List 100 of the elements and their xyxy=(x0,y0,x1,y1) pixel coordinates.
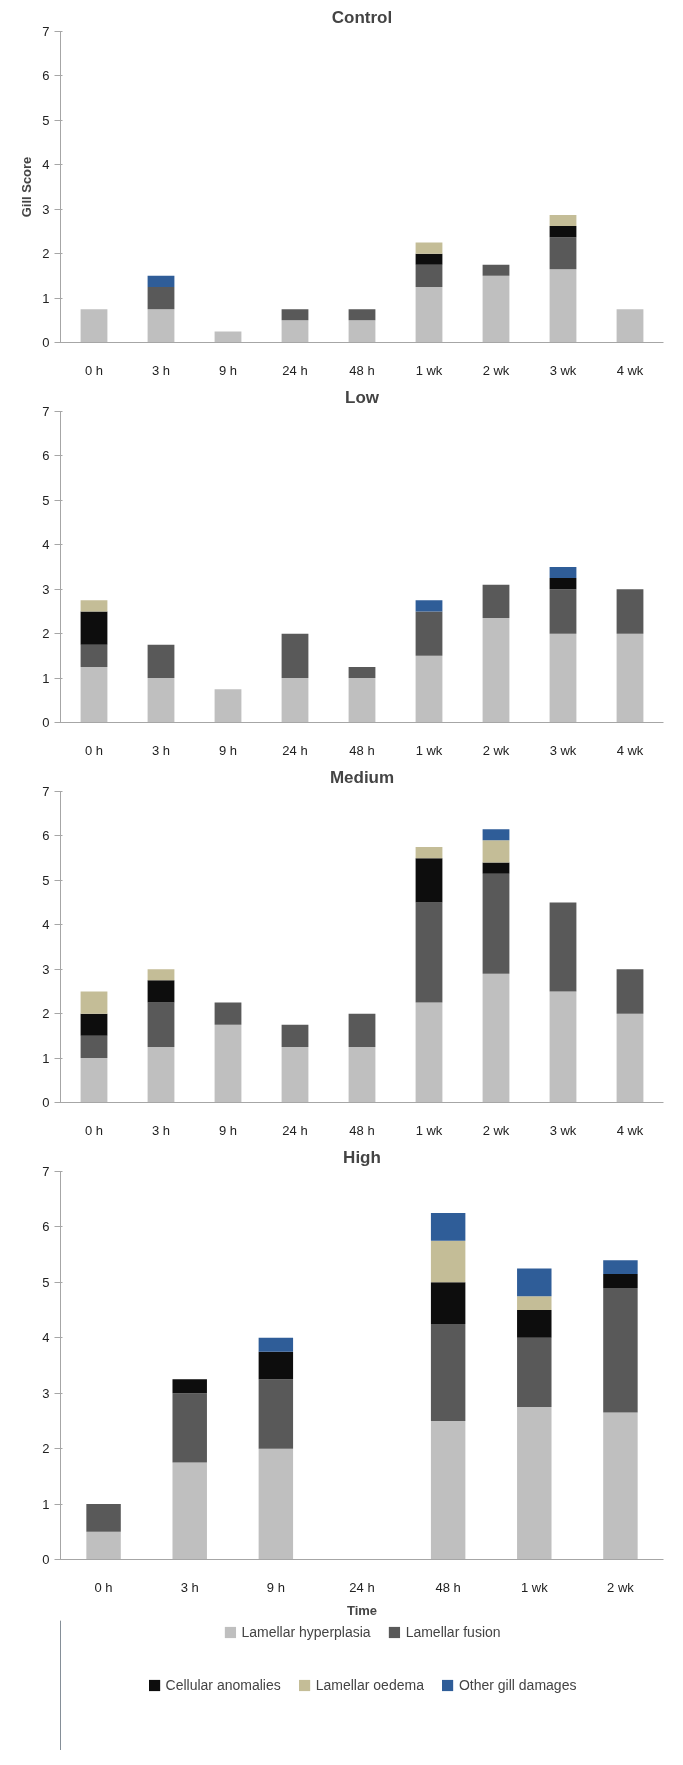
bar xyxy=(616,1013,644,1103)
x-tick-label: 24 h xyxy=(282,742,308,758)
bar xyxy=(549,214,577,227)
bar xyxy=(348,309,376,321)
bar xyxy=(415,611,443,656)
y-tick-label: 1 xyxy=(42,1050,50,1066)
bar xyxy=(603,1287,638,1413)
y-tick-label: 0 xyxy=(42,1552,50,1567)
bar xyxy=(415,847,443,859)
y-tick-label: 4 xyxy=(42,917,50,933)
bar xyxy=(415,902,443,1003)
y-tick-label: 5 xyxy=(42,492,50,508)
bar xyxy=(80,611,108,645)
y-tick-label: 6 xyxy=(42,828,50,844)
bar xyxy=(172,1462,207,1560)
x-tick-label: 3 h xyxy=(151,362,171,378)
bar xyxy=(517,1296,552,1311)
y-tick-label: 4 xyxy=(42,1330,50,1346)
x-tick-label: 24 h xyxy=(282,1122,308,1138)
x-tick-label: 9 h xyxy=(266,1579,285,1595)
bar xyxy=(482,840,510,863)
y-tick-label: 6 xyxy=(42,1219,50,1235)
y-tick-label: 5 xyxy=(42,872,50,888)
x-tick-label: 3 wk xyxy=(549,362,577,378)
bar xyxy=(214,689,242,723)
y-tick-label: 2 xyxy=(42,1441,50,1457)
bar xyxy=(348,666,376,679)
x-tick-label: 3 h xyxy=(151,1122,171,1138)
x-tick-label: 2 wk xyxy=(607,1579,635,1595)
bar xyxy=(258,1448,294,1560)
bar xyxy=(482,584,510,619)
bar xyxy=(517,1407,552,1560)
bar xyxy=(258,1379,294,1449)
y-tick-label: 2 xyxy=(42,246,50,262)
x-tick-label: 9 h xyxy=(218,742,238,758)
bar xyxy=(415,286,443,343)
bar xyxy=(549,578,577,590)
bar xyxy=(214,1024,242,1103)
chart-title: Medium xyxy=(329,767,395,787)
y-tick-label: 3 xyxy=(42,581,50,597)
bar xyxy=(415,1002,443,1103)
bar xyxy=(281,633,309,679)
bar xyxy=(281,1046,309,1103)
bar xyxy=(415,858,443,903)
y-axis-title: Gill Score xyxy=(19,156,35,218)
y-tick-label: 3 xyxy=(42,961,50,977)
bar xyxy=(147,644,175,679)
bar xyxy=(549,589,577,634)
bar xyxy=(549,269,577,343)
x-tick-label: 3 wk xyxy=(549,742,577,758)
x-tick-label: 1 wk xyxy=(520,1579,549,1595)
bar xyxy=(549,902,577,992)
bar xyxy=(80,600,108,612)
bar xyxy=(603,1412,638,1560)
x-tick-label: 0 h xyxy=(84,742,104,758)
bar xyxy=(482,973,510,1103)
y-tick-label: 0 xyxy=(42,335,50,350)
y-tick-label: 0 xyxy=(42,715,50,730)
bar xyxy=(348,1046,376,1103)
bar xyxy=(147,1046,175,1103)
y-tick-label: 3 xyxy=(42,1385,50,1401)
bar xyxy=(80,1035,108,1059)
bar xyxy=(603,1274,638,1288)
bar xyxy=(172,1379,207,1394)
x-tick-label: 24 h xyxy=(282,362,308,378)
y-tick-label: 3 xyxy=(42,201,50,217)
y-tick-label: 7 xyxy=(42,24,50,39)
y-tick-label: 7 xyxy=(42,784,50,799)
bar xyxy=(603,1260,638,1275)
bar xyxy=(80,644,108,667)
x-tick-label: 3 wk xyxy=(549,1122,577,1138)
x-tick-label: 1 wk xyxy=(415,362,443,378)
y-tick-label: 4 xyxy=(42,537,50,553)
bar xyxy=(281,320,309,343)
x-tick-label: 2 wk xyxy=(482,1122,510,1138)
y-tick-label: 1 xyxy=(42,290,50,306)
bar xyxy=(549,226,577,238)
bar xyxy=(482,829,510,841)
x-tick-label: 1 wk xyxy=(415,742,443,758)
x-tick-label: 4 wk xyxy=(616,1122,644,1138)
bar xyxy=(348,1013,376,1047)
x-tick-label: 0 h xyxy=(84,1122,104,1138)
bar xyxy=(517,1268,552,1297)
chart-title: Control xyxy=(331,7,393,27)
y-tick-label: 4 xyxy=(42,157,50,173)
x-tick-label: 9 h xyxy=(218,362,238,378)
bar xyxy=(430,1282,466,1324)
x-axis-title: Time xyxy=(346,1602,378,1618)
legend-label: Lamellar oedema xyxy=(315,1677,424,1693)
x-tick-label: 4 wk xyxy=(616,362,644,378)
bar xyxy=(80,666,108,723)
bar xyxy=(415,655,443,723)
bar xyxy=(482,862,510,874)
bar xyxy=(430,1323,466,1421)
bar xyxy=(86,1504,121,1532)
y-tick-label: 2 xyxy=(42,626,50,642)
y-tick-label: 2 xyxy=(42,1006,50,1022)
y-tick-label: 7 xyxy=(42,404,50,419)
bar xyxy=(430,1240,466,1283)
y-tick-label: 5 xyxy=(42,112,50,128)
